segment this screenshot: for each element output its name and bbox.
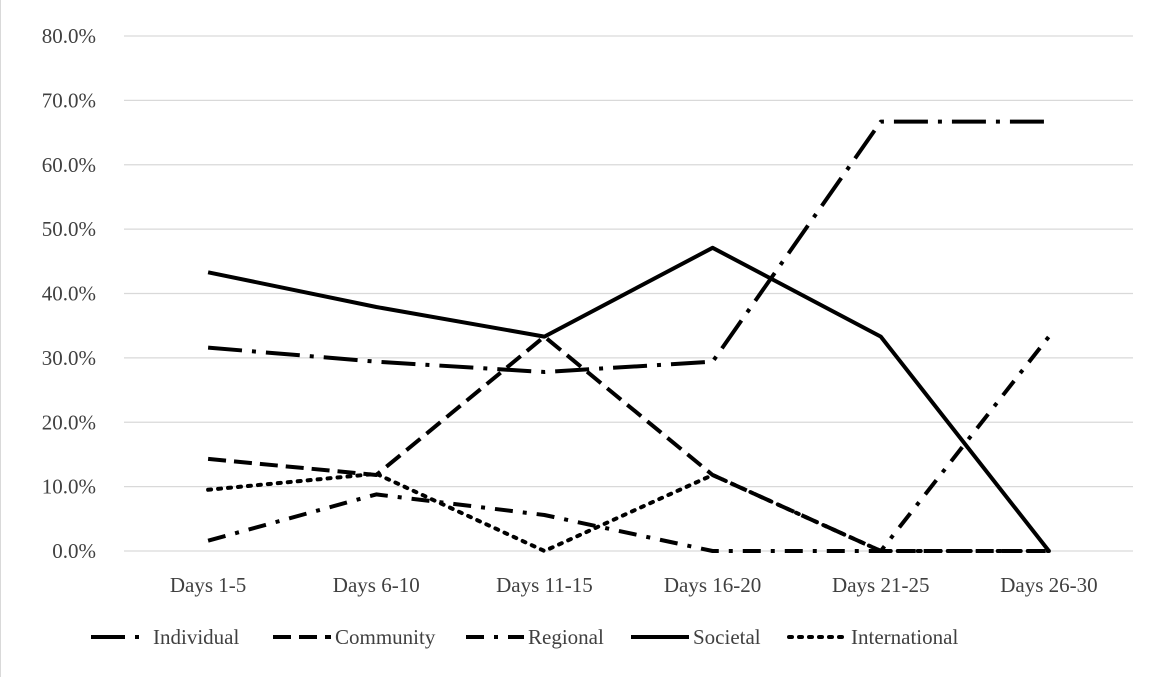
x-axis-tick-labels: Days 1-5 Days 6-10 Days 11-15 Days 16-20 Day… [170,573,1098,597]
legend-label-community: Community [335,625,436,649]
y-tick-label: 50.0% [42,217,96,241]
y-tick-label: 30.0% [42,346,96,370]
legend-label-international: International [851,625,958,649]
x-tick-label: Days 16-20 [664,573,761,597]
y-tick-label: 10.0% [42,475,96,499]
series-line-regional [207,335,1051,553]
y-tick-label: 0.0% [52,539,96,563]
series-line-individual [207,119,1049,374]
x-tick-label: Days 11-15 [496,573,593,597]
x-tick-label: Days 26-30 [1000,573,1097,597]
series-line-international [206,471,1051,553]
legend-label-individual: Individual [153,625,239,649]
y-tick-label: 60.0% [42,153,96,177]
series-lines [206,119,1051,553]
x-tick-label: Days 1-5 [170,573,246,597]
y-tick-label: 40.0% [42,282,96,306]
y-tick-label: 20.0% [42,410,96,434]
x-tick-label: Days 6-10 [333,573,420,597]
legend-label-regional: Regional [528,625,604,649]
y-tick-label: 80.0% [42,24,96,48]
legend: Individual Community Regional Societal Inter… [91,625,958,649]
y-axis-tick-labels: 0.0% 10.0% 20.0% 30.0% 40.0% 50.0% 60.0% 70.0% 8… [42,24,96,563]
series-line-societal [207,245,1051,553]
legend-label-societal: Societal [693,625,761,649]
y-tick-label: 70.0% [42,88,96,112]
x-tick-label: Days 21-25 [832,573,929,597]
